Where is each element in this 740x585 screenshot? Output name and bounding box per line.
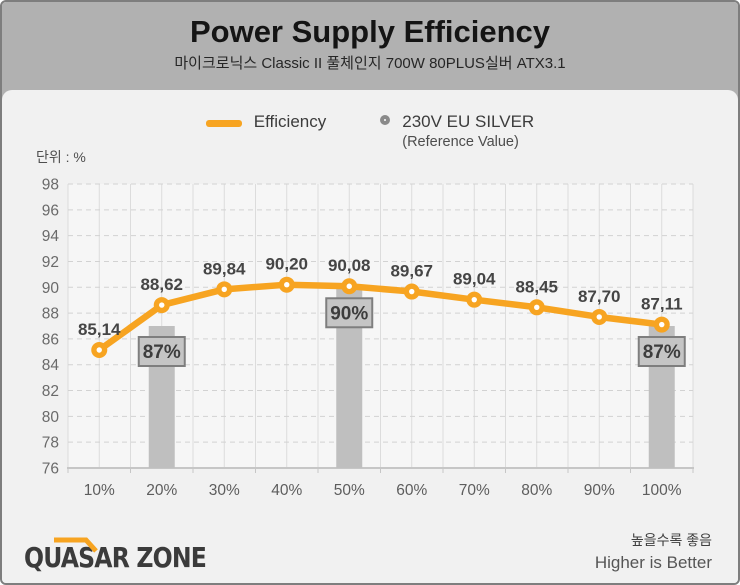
svg-text:82: 82 — [42, 383, 59, 400]
y-axis-unit-label: 단위 : % — [36, 149, 86, 165]
svg-text:84: 84 — [42, 357, 60, 374]
svg-text:89,04: 89,04 — [453, 270, 496, 289]
svg-text:90%: 90% — [584, 482, 615, 499]
svg-text:90%: 90% — [330, 303, 368, 324]
svg-text:60%: 60% — [396, 482, 427, 499]
reference-value-label: 90% — [325, 297, 374, 329]
svg-text:20%: 20% — [146, 482, 177, 499]
x-axis-ticks — [67, 468, 694, 473]
legend-efficiency-label: Efficiency — [253, 112, 327, 131]
chart-card: Efficiency 230V EU SILVER (Reference Val… — [2, 90, 738, 583]
reference-value-label: 87% — [137, 336, 186, 367]
svg-text:90: 90 — [42, 280, 60, 297]
legend: Efficiency 230V EU SILVER (Reference Val… — [2, 112, 738, 150]
svg-text:88,45: 88,45 — [515, 277, 558, 296]
legend-reference-label: 230V EU SILVER — [402, 112, 535, 131]
svg-text:80: 80 — [42, 409, 60, 426]
svg-text:100%: 100% — [642, 482, 682, 499]
svg-text:70%: 70% — [459, 482, 490, 499]
svg-text:87,70: 87,70 — [578, 287, 621, 306]
data-point-labels: 85,14 88,62 89,84 90,20 90,08 89,67 89,04 88,45… — [78, 255, 683, 339]
footer-note: 높을수록 좋음 Higher is Better — [595, 530, 712, 573]
svg-text:89,67: 89,67 — [390, 262, 433, 281]
svg-text:90,08: 90,08 — [328, 256, 371, 275]
svg-text:76: 76 — [42, 461, 59, 478]
reference-ring-icon — [380, 115, 391, 125]
quasarzone-logo: QUASAR ZONE — [22, 536, 222, 581]
svg-text:87,11: 87,11 — [641, 295, 683, 314]
svg-text:40%: 40% — [271, 482, 302, 499]
legend-item-efficiency: Efficiency — [205, 112, 327, 132]
svg-text:89,84: 89,84 — [203, 259, 246, 278]
svg-text:90,20: 90,20 — [265, 255, 308, 274]
svg-text:98: 98 — [42, 177, 59, 194]
svg-text:92: 92 — [42, 254, 59, 271]
svg-text:87%: 87% — [643, 342, 681, 363]
y-axis-labels: 98 96 94 92 90 88 86 84 82 80 78 76 — [42, 177, 60, 478]
chart-area: 87% 90% 87% 85,14 88,62 89,84 90,20 90,08 89,67 8… — [2, 142, 738, 522]
reference-value-label: 87% — [637, 336, 686, 367]
svg-text:88,62: 88,62 — [140, 275, 183, 294]
efficiency-line — [96, 281, 665, 354]
svg-text:87%: 87% — [143, 342, 181, 363]
svg-text:30%: 30% — [209, 482, 240, 499]
svg-text:96: 96 — [42, 202, 59, 219]
page-subtitle: 마이크로닉스 Classic II 풀체인지 700W 80PLUS실버 ATX… — [174, 55, 566, 73]
note-korean: 높을수록 좋음 — [630, 532, 712, 548]
svg-text:78: 78 — [42, 435, 59, 452]
svg-text:80%: 80% — [521, 482, 552, 499]
svg-text:88: 88 — [42, 306, 59, 323]
data-point-markers — [91, 276, 670, 359]
svg-text:94: 94 — [42, 228, 60, 245]
efficiency-line-swatch-icon — [205, 120, 242, 127]
legend-reference-sublabel: (Reference Value) — [402, 134, 519, 151]
svg-text:86: 86 — [42, 331, 59, 348]
quasarzone-logo-text: QUASAR ZONE — [24, 541, 206, 574]
svg-text:10%: 10% — [84, 482, 115, 499]
page-title: Power Supply Efficiency — [189, 14, 551, 49]
svg-text:85,14: 85,14 — [78, 320, 121, 339]
logo-accent-mark — [54, 537, 98, 553]
svg-text:50%: 50% — [334, 482, 365, 499]
note-english: Higher is Better — [594, 553, 712, 572]
chart-header: Power Supply Efficiency 마이크로닉스 Classic I… — [2, 2, 738, 102]
legend-item-reference: 230V EU SILVER (Reference Value) — [380, 112, 534, 150]
x-axis-labels: 10% 20% 30% 40% 50% 60% 70% 80% 90% 100% — [84, 482, 682, 499]
vertical-gridlines — [67, 184, 694, 468]
